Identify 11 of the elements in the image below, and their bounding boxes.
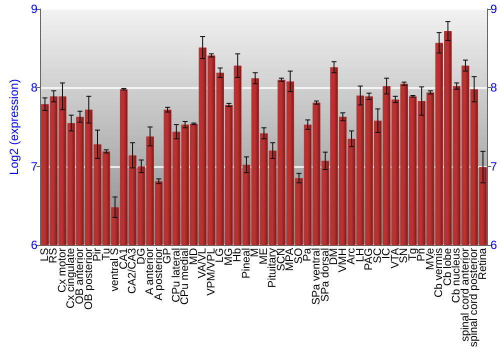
y-tick-label: 9 — [30, 2, 38, 16]
y-axis-title: Log2 (expression) — [7, 78, 21, 176]
y-tick-label: 7 — [30, 159, 38, 174]
y2-tick-label: 6 — [490, 238, 498, 252]
x-tick-label: Tg — [406, 248, 419, 261]
y-tick-label: 8 — [30, 80, 38, 95]
y2-tick-label: 7 — [490, 159, 498, 174]
y2-tick-label: 8 — [490, 80, 498, 95]
x-tick-label: A posterior — [152, 248, 165, 301]
y-tick-label: 6 — [30, 238, 38, 252]
y2-tick-label: 9 — [490, 2, 498, 16]
